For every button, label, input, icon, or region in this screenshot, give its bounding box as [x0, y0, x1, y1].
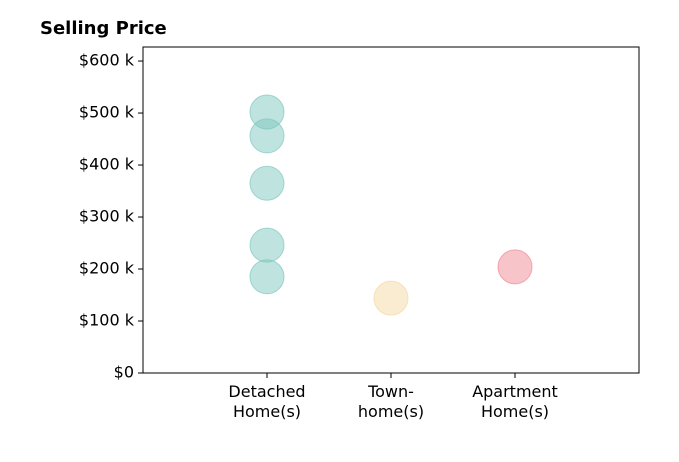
point — [249, 118, 285, 154]
chart-title: Selling Price — [40, 18, 167, 39]
point — [373, 280, 409, 316]
y-tick-label: $300 k — [79, 207, 135, 226]
point — [249, 165, 285, 201]
x-tick-label: Apartment Home(s) — [472, 382, 558, 421]
point — [249, 227, 285, 263]
point — [249, 259, 285, 295]
y-tick-label: $600 k — [79, 51, 135, 70]
y-tick-label: $500 k — [79, 103, 135, 122]
y-tick-label: $400 k — [79, 155, 135, 174]
y-tick-label: $0 — [114, 363, 134, 382]
x-tick-label: Town-home(s) — [358, 382, 424, 421]
plot-frame — [142, 46, 640, 374]
y-tick-label: $100 k — [79, 311, 135, 330]
x-tick-label: Detached Home(s) — [228, 382, 305, 421]
point — [497, 249, 533, 285]
y-tick-label: $200 k — [79, 259, 135, 278]
